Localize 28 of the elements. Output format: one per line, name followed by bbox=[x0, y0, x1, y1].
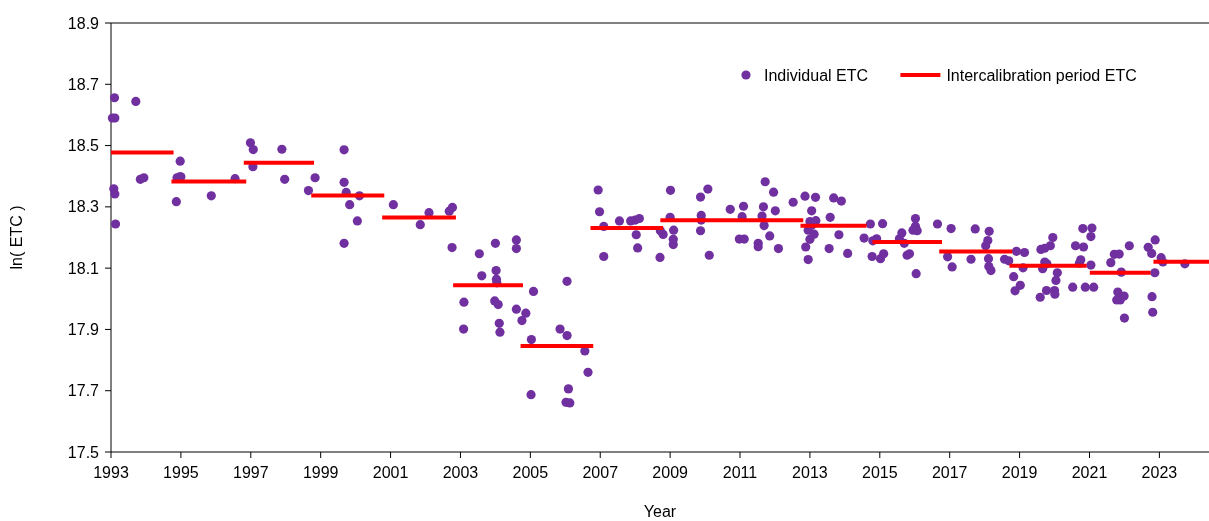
x-axis-title: Year bbox=[643, 503, 677, 520]
x-tick-label: 1995 bbox=[163, 464, 199, 481]
x-tick-label: 2005 bbox=[512, 464, 549, 481]
x-tick-label: 1999 bbox=[302, 464, 339, 481]
y-tick-label: 18.9 bbox=[67, 14, 100, 32]
y-tick-label: 17.5 bbox=[67, 443, 100, 461]
legend-label: Intercalibration period ETC bbox=[946, 66, 1137, 84]
y-tick-label: 17.9 bbox=[67, 321, 100, 339]
x-tick-label: 2015 bbox=[862, 464, 898, 481]
y-axis-title: ln( ETC ) bbox=[8, 205, 25, 270]
y-tick-label: 18.1 bbox=[67, 259, 100, 277]
x-tick-label: 2009 bbox=[652, 464, 689, 481]
y-tick-label: 18.3 bbox=[67, 198, 100, 216]
x-tick-label: 2001 bbox=[372, 464, 409, 481]
x-tick-label: 2017 bbox=[931, 464, 968, 481]
x-tick-label: 1997 bbox=[232, 464, 269, 481]
y-tick-label: 18.7 bbox=[67, 75, 100, 93]
x-tick-label: 2021 bbox=[1071, 464, 1108, 481]
x-tick-label: 2019 bbox=[1001, 464, 1038, 481]
x-tick-label: 2003 bbox=[442, 464, 479, 481]
legend-label: Individual ETC bbox=[764, 66, 869, 84]
y-tick-label: 17.7 bbox=[67, 382, 100, 400]
y-tick-label: 18.5 bbox=[67, 137, 100, 155]
x-tick-label: 2007 bbox=[582, 464, 619, 481]
x-tick-label: 2023 bbox=[1141, 464, 1178, 481]
x-tick-label: 2013 bbox=[792, 464, 828, 481]
x-tick-label: 1993 bbox=[93, 464, 129, 481]
x-tick-label: 2011 bbox=[722, 464, 758, 481]
